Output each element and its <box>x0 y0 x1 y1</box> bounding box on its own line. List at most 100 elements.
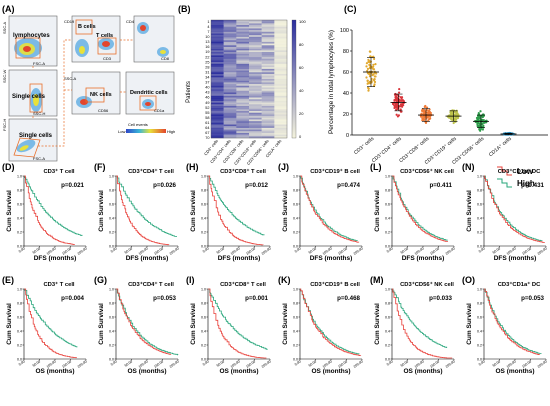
km-panel-title: CD3⁺CD19⁺ B cell <box>310 168 360 175</box>
heatmap-cell <box>261 77 275 80</box>
heatmap-ytick: 22 <box>205 55 209 59</box>
km-xtick-label: 100.00 <box>506 246 517 255</box>
km-curve-high <box>116 288 179 356</box>
heatmap-cell <box>274 75 288 78</box>
heatmap-cell <box>274 99 288 102</box>
heatmap-cell <box>236 45 250 48</box>
km-xtick-label: 0.00 <box>294 246 302 253</box>
km-xtick-label: 50.00 <box>216 246 225 254</box>
heatmap-cell <box>211 60 224 63</box>
km-p-value: p=0.012 <box>245 182 268 189</box>
heatmap-cell <box>211 131 224 134</box>
km-ytick-label: 1.0 <box>477 174 482 178</box>
heatmap-cell <box>223 136 237 139</box>
heatmap-cell <box>261 97 275 100</box>
heatmap-ytick: 16 <box>205 45 209 49</box>
km-panel-title: CD3⁺CD56⁺ NK cell <box>400 168 454 175</box>
km-panel: (F) CD3⁺CD4⁺ T cell p=0.026 0.0 0.2 0.4 0.6 0.8… <box>94 162 180 262</box>
km-xtick-label: 100.00 <box>46 246 57 255</box>
heatmap-cell <box>236 46 250 49</box>
heatmap-cell <box>261 53 275 56</box>
heatmap-ytick: 49 <box>205 101 209 105</box>
scatter-point <box>428 117 431 121</box>
heatmap-cell <box>274 131 288 134</box>
km-ytick-label: 0.2 <box>109 230 114 234</box>
scatter-point <box>425 109 428 112</box>
km-ytick-label: 0.4 <box>385 216 390 220</box>
heatmap-cell <box>274 63 288 66</box>
heatmap-cell <box>211 41 224 44</box>
km-p-value: p=0.001 <box>245 295 268 302</box>
scatter-point <box>482 119 485 122</box>
heatmap-cell <box>223 53 237 56</box>
heatmap-cell <box>261 36 275 39</box>
heatmap-cell <box>274 136 288 139</box>
cell-events-title: Cell events <box>128 122 148 127</box>
heatmap-cell <box>236 112 250 115</box>
km-panel-label: (O) <box>462 275 475 285</box>
heatmap-cell <box>249 121 262 124</box>
scatter-point <box>426 111 429 114</box>
heatmap-cell <box>223 48 237 51</box>
heatmap-cell <box>223 87 237 90</box>
heatmap-cell <box>236 84 250 86</box>
heatmap-cell <box>249 26 262 29</box>
km-xtick-label: 100.00 <box>414 359 425 368</box>
km-xtick-label: 50.00 <box>216 359 225 367</box>
heatmap-cell <box>211 26 224 29</box>
heatmap-cell <box>236 131 250 134</box>
scatter-point <box>365 62 369 65</box>
km-ytick-label: 0.2 <box>201 230 206 234</box>
heatmap-cell <box>261 84 275 86</box>
heatmap-cell <box>249 23 262 26</box>
heatmap-cell <box>236 94 250 97</box>
km-xtick-label: 0.00 <box>202 359 210 366</box>
scatter-point <box>400 97 403 100</box>
km-panel-label: (E) <box>2 275 14 285</box>
heatmap-cell <box>249 92 262 95</box>
heatmap-cell <box>274 65 288 68</box>
heatmap-cell <box>261 117 275 120</box>
km-ytick-label: 0.8 <box>477 301 482 305</box>
km-p-value: p=0.411 <box>429 182 452 189</box>
km-panel-title: CD3⁺CD8⁺ T cell <box>220 281 266 288</box>
heatmap-cell <box>274 104 288 107</box>
heatmap-cell <box>211 95 224 98</box>
heatmap-ytick: 46 <box>205 96 209 100</box>
scatter-point <box>395 113 398 116</box>
km-xtick-label: 200.00 <box>445 359 456 368</box>
km-xtick-label: 150.00 <box>429 246 440 255</box>
heatmap-cell <box>249 112 262 115</box>
heatmap-cell <box>236 117 250 120</box>
cell-events-low: Low <box>118 129 125 134</box>
heatmap-cell <box>274 127 288 130</box>
axis-fsc-a: FSC-A <box>33 61 45 66</box>
heatmap-cell <box>274 134 288 137</box>
km-xtick-label: 200.00 <box>261 359 272 368</box>
km-curve-high <box>208 175 265 236</box>
km-curve-high <box>24 288 78 348</box>
heatmap-cell <box>261 21 275 24</box>
scatter-point <box>481 122 484 125</box>
km-ytick-label: 0.8 <box>385 301 390 305</box>
heatmap-cell <box>211 62 224 65</box>
heatmap-cell <box>274 109 288 112</box>
km-ytick-label: 0.0 <box>109 244 114 248</box>
heatmap-cell <box>249 100 262 103</box>
scatter-point <box>374 63 377 66</box>
flow-plot-cd4-cd8: CD4 CD8 <box>126 15 175 63</box>
heatmap-cell <box>274 121 288 124</box>
heatmap-cell <box>211 53 224 56</box>
km-curve-low <box>300 288 362 356</box>
heatmap-cell <box>261 68 275 71</box>
heatmap-cell <box>236 82 250 85</box>
heatmap-cell <box>223 26 237 29</box>
heatmap-cell <box>249 65 262 68</box>
heatmap-cell <box>223 36 237 39</box>
heatmap-ytick: 7 <box>207 30 209 34</box>
colorbar-tick: 60 <box>299 65 304 70</box>
km-xlabel: DFS (months) <box>34 255 77 262</box>
heatmap-cell <box>274 114 288 117</box>
heatmap-cell <box>211 21 224 24</box>
km-ytick-label: 0.6 <box>477 202 482 206</box>
